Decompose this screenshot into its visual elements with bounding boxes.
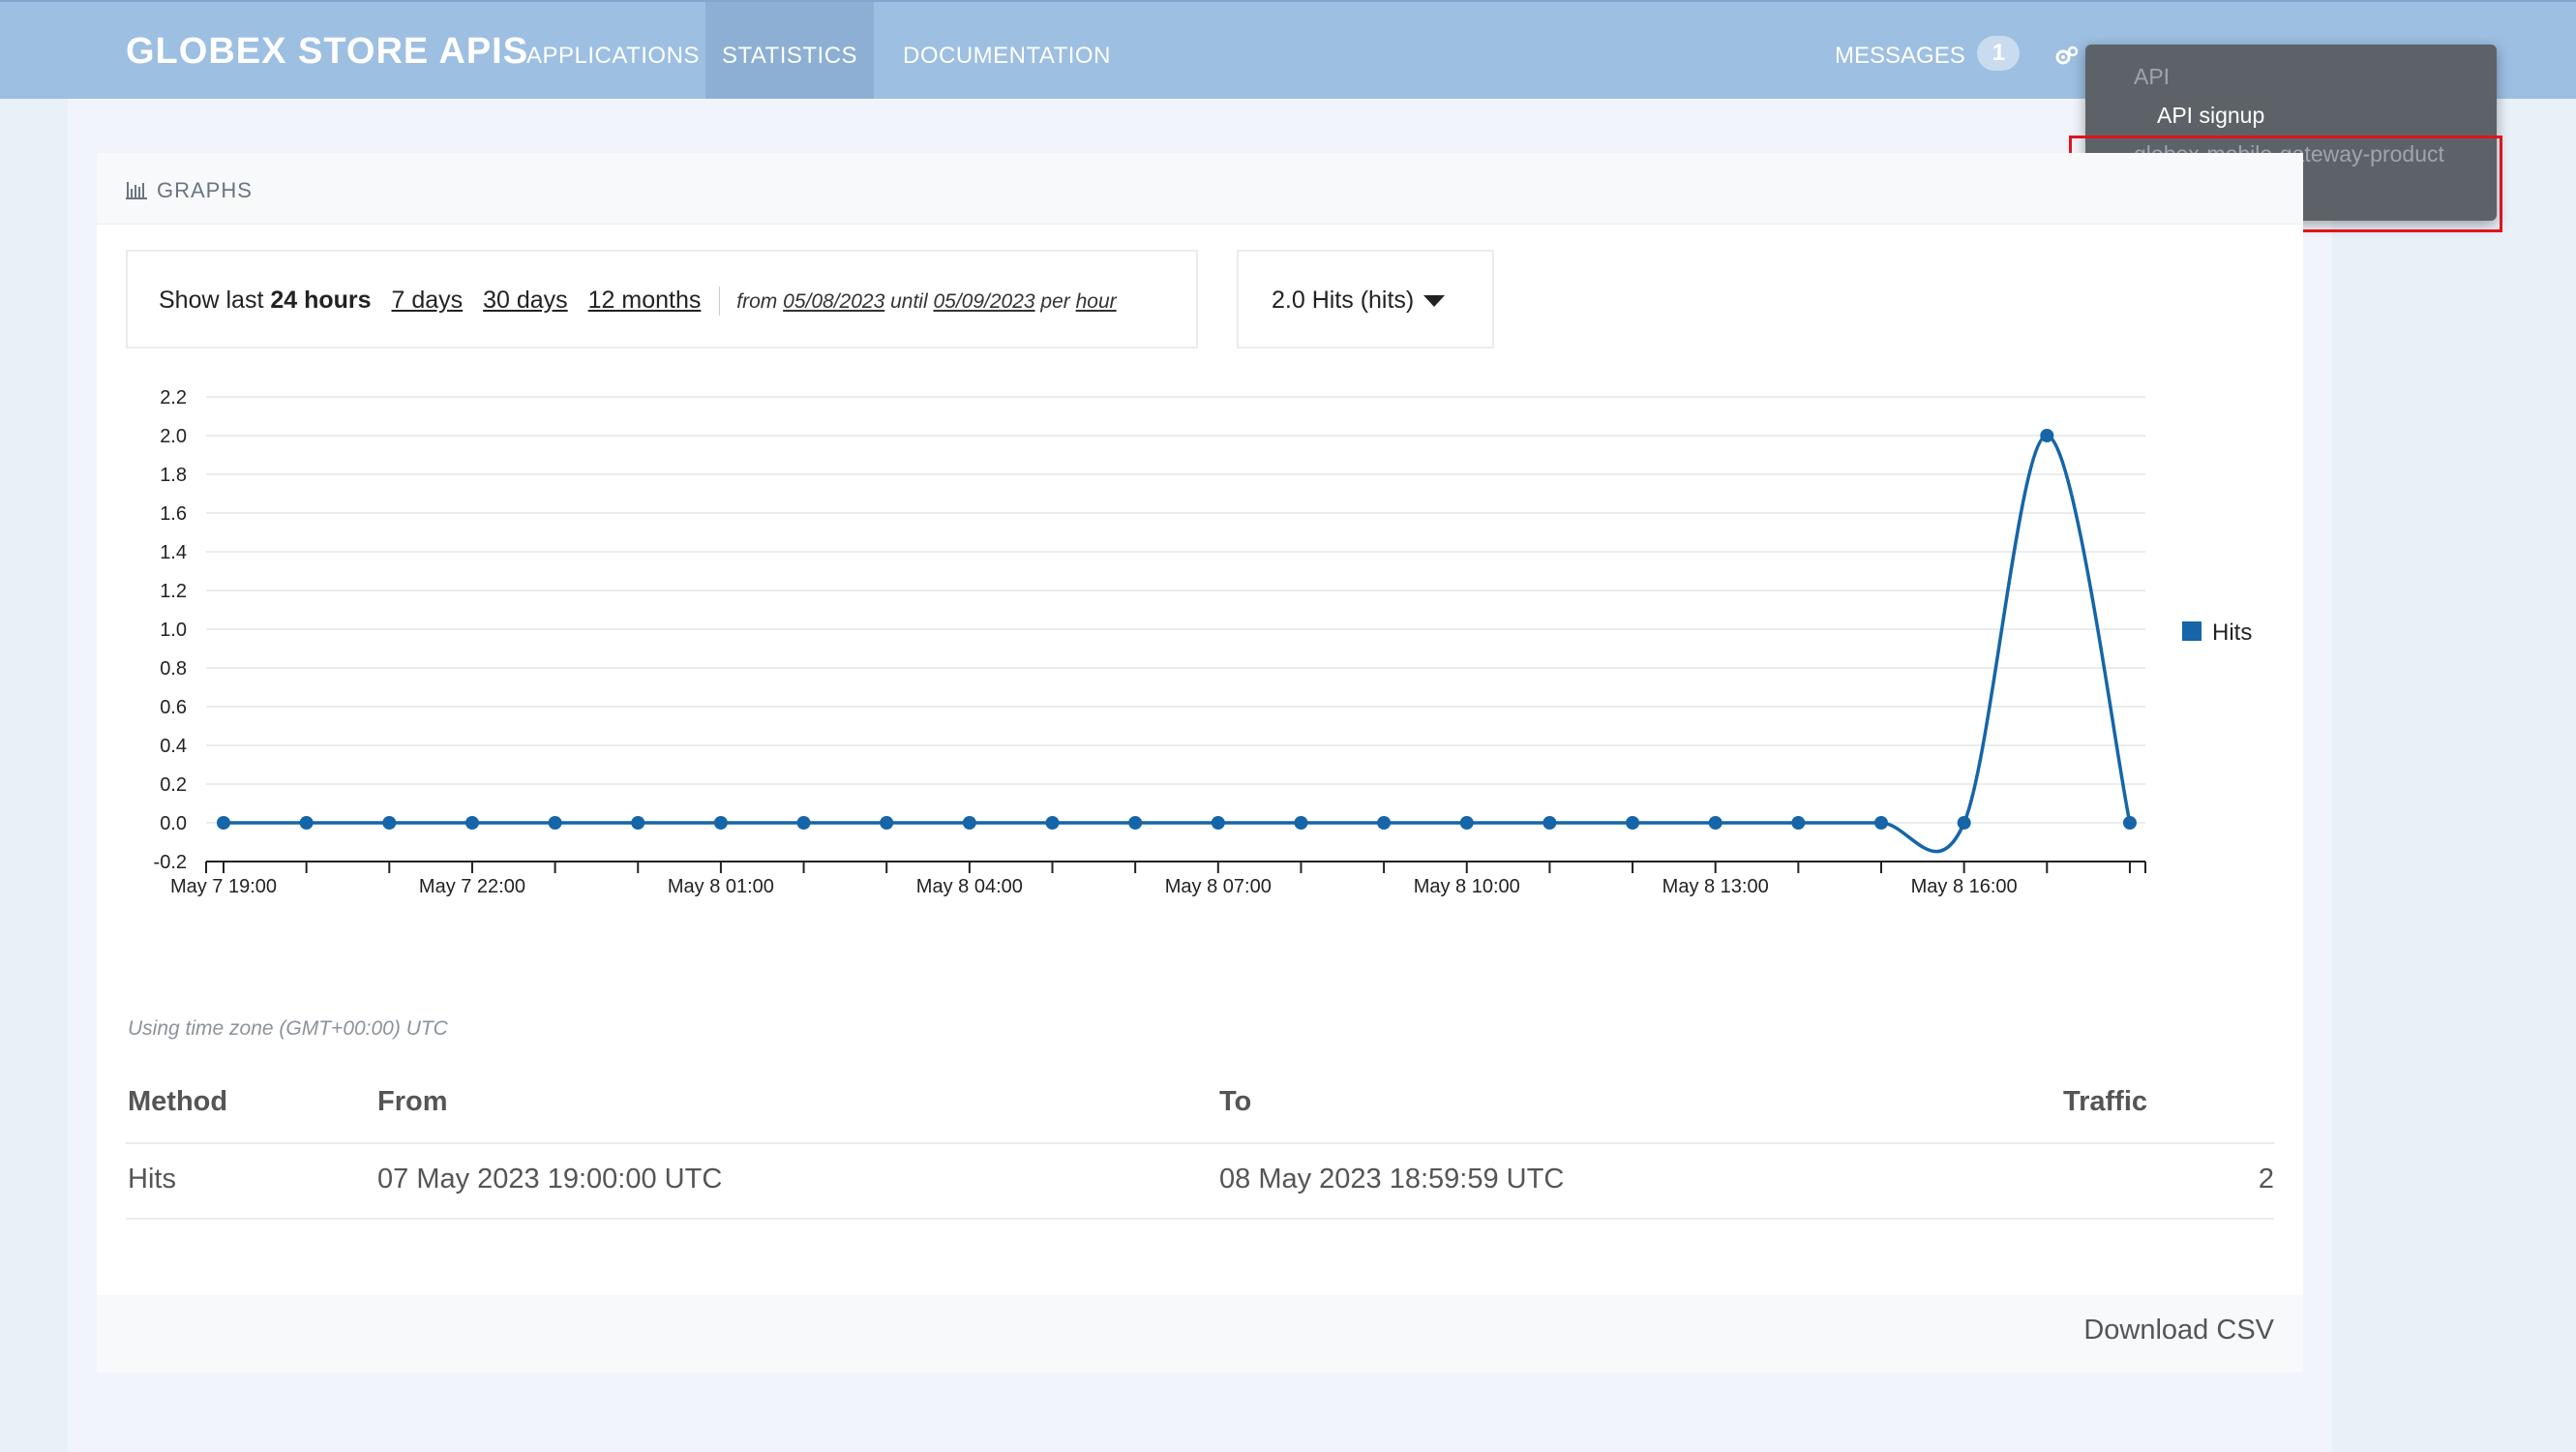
nav-documentation[interactable]: DOCUMENTATION xyxy=(903,43,1111,69)
from-word: from xyxy=(736,290,778,313)
metric-dropdown[interactable]: 2.0 Hits (hits) xyxy=(1237,250,1494,348)
brand-logo[interactable]: GLOBEX STORE APIS xyxy=(126,31,529,72)
y-tick-label: 2.2 xyxy=(160,387,187,408)
legend-swatch-hits xyxy=(2182,621,2202,641)
until-date-picker[interactable]: 05/09/2023 xyxy=(933,290,1035,313)
period-7-days-link[interactable]: 7 days xyxy=(391,287,464,314)
gears-icon[interactable] xyxy=(2053,45,2079,70)
y-tick-label: 0.2 xyxy=(160,774,187,796)
y-tick-label: 1.0 xyxy=(160,620,187,641)
hits-data-point xyxy=(631,816,645,830)
y-tick-label: 1.8 xyxy=(160,465,187,486)
table-header-to: To xyxy=(1219,1086,1252,1117)
caret-down-icon xyxy=(1423,295,1446,308)
hits-data-point xyxy=(1708,816,1722,830)
y-tick-label: 2.0 xyxy=(160,426,187,447)
legend-label-hits: Hits xyxy=(2212,620,2252,646)
download-csv-link[interactable]: Download CSV xyxy=(2083,1315,2274,1346)
hits-data-point xyxy=(1459,816,1474,830)
x-tick-label: May 8 04:00 xyxy=(916,876,1023,897)
panel-title: GRAPHS xyxy=(157,178,253,202)
table-cell-traffic: 2 xyxy=(2258,1164,2274,1195)
hits-data-point xyxy=(1957,816,1971,830)
y-tick-label: 1.2 xyxy=(160,581,187,602)
hits-data-point xyxy=(713,816,728,830)
hits-data-point xyxy=(2040,429,2054,442)
from-date-picker[interactable]: 05/08/2023 xyxy=(783,290,885,313)
x-tick-label: May 8 01:00 xyxy=(668,876,774,897)
account-dropdown-menu: API API signup globex-mobile-gateway-pro… xyxy=(2085,45,2497,221)
table-cell-method: Hits xyxy=(128,1164,176,1195)
y-tick-label: 0.0 xyxy=(160,813,187,834)
divider xyxy=(719,287,721,317)
current-period: 24 hours xyxy=(270,287,372,314)
hits-data-point xyxy=(1211,816,1225,830)
period-selector: Show last 24 hours 7 days 30 days 12 mon… xyxy=(126,250,1198,348)
hits-data-point xyxy=(796,816,811,830)
hits-data-point xyxy=(217,816,230,830)
hits-data-point xyxy=(1874,816,1888,830)
panel-header: GRAPHS xyxy=(97,153,2303,225)
dropdown-item-api-signup[interactable]: API signup xyxy=(2157,103,2265,128)
hits-data-point xyxy=(1791,816,1806,830)
nav-statistics[interactable]: STATISTICS xyxy=(705,2,874,99)
hits-data-point xyxy=(1626,816,1640,830)
hits-data-point xyxy=(2122,816,2137,830)
messages-label: MESSAGES xyxy=(1835,43,1965,69)
metric-dropdown-label: 2.0 Hits (hits) xyxy=(1272,287,1415,314)
messages-link[interactable]: MESSAGES 1 xyxy=(1835,2,2021,99)
hits-data-point xyxy=(299,816,314,830)
period-30-days-link[interactable]: 30 days xyxy=(483,287,568,314)
period-12-months-link[interactable]: 12 months xyxy=(587,287,702,314)
hits-data-point xyxy=(1377,816,1392,830)
table-header-traffic: Traffic xyxy=(2063,1086,2148,1117)
y-tick-label: 0.6 xyxy=(160,697,187,718)
table-cell-to: 08 May 2023 18:59:59 UTC xyxy=(1219,1164,1565,1195)
granularity-selector[interactable]: hour xyxy=(1075,290,1117,313)
x-tick-label: May 8 10:00 xyxy=(1414,876,1520,897)
panel-footer: Download CSV xyxy=(97,1295,2303,1373)
x-tick-label: May 8 13:00 xyxy=(1662,876,1769,897)
bar-chart-icon xyxy=(126,182,147,199)
hits-data-point xyxy=(880,816,894,830)
graphs-panel: GRAPHS Show last 24 hours 7 days 30 days… xyxy=(97,153,2303,1373)
table-divider xyxy=(126,1142,2274,1144)
table-header-from: From xyxy=(377,1086,448,1117)
x-tick-label: May 7 19:00 xyxy=(170,876,277,897)
y-tick-label: 1.6 xyxy=(160,503,187,525)
y-tick-label: 0.8 xyxy=(160,658,187,680)
dropdown-header-api: API xyxy=(2134,64,2171,89)
until-word: until xyxy=(890,290,928,313)
y-tick-label: 0.4 xyxy=(160,736,187,757)
x-tick-label: May 8 07:00 xyxy=(1165,876,1272,897)
hits-data-point xyxy=(548,816,562,830)
hits-series-line xyxy=(224,434,2132,854)
messages-count-badge: 1 xyxy=(1977,35,2021,71)
hits-data-point xyxy=(1294,816,1308,830)
table-cell-from: 07 May 2023 19:00:00 UTC xyxy=(377,1164,723,1195)
nav-applications[interactable]: APPLICATIONS xyxy=(526,43,700,69)
hits-data-point xyxy=(464,816,479,830)
x-tick-label: May 8 16:00 xyxy=(1911,876,2018,897)
table-divider xyxy=(126,1218,2274,1220)
hits-data-point xyxy=(962,816,976,830)
y-tick-label: -0.2 xyxy=(154,852,187,873)
y-tick-label: 1.4 xyxy=(160,542,187,563)
show-last-label: Show last xyxy=(159,287,264,314)
timezone-note: Using time zone (GMT+00:00) UTC xyxy=(128,1017,448,1040)
hits-line-chart: -0.2 0.0 0.2 0.4 0.6 0.8 1.0 1.2 1.4 1.6 1.8 2.0 2.2… xyxy=(154,387,2253,897)
hits-data-point xyxy=(382,816,397,830)
x-tick-label: May 7 22:00 xyxy=(419,876,525,897)
per-word: per xyxy=(1040,290,1070,313)
hits-data-point xyxy=(1128,816,1143,830)
table-header-method: Method xyxy=(128,1086,228,1117)
hits-data-point xyxy=(1543,816,1557,830)
hits-data-point xyxy=(1045,816,1060,830)
